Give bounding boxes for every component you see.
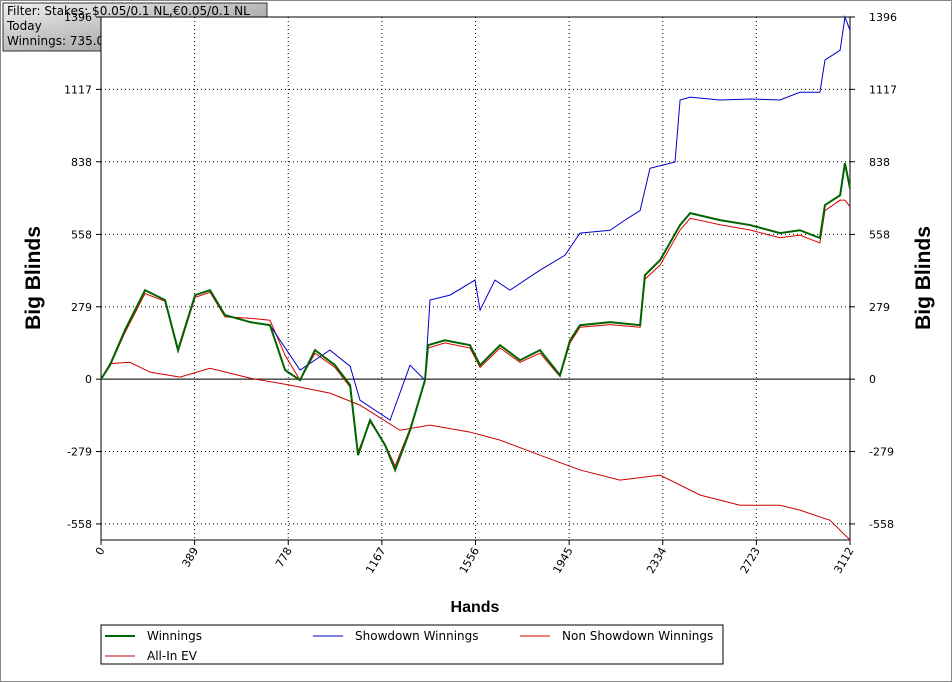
plot-area [100, 16, 851, 541]
x-axis-title: Hands [451, 599, 500, 616]
y2-tick-label: 558 [869, 228, 890, 241]
series-line [100, 361, 851, 541]
y2-axis-title: Big Blinds [912, 226, 935, 330]
y2-tick-label: -558 [869, 518, 894, 531]
series-line [100, 162, 851, 473]
y-tick-label: 838 [71, 156, 92, 169]
y-tick-label: 558 [71, 228, 92, 241]
legend-label: Showdown Winnings [355, 629, 479, 643]
y-tick-label: -558 [67, 518, 92, 531]
info-text: Today [6, 19, 42, 33]
y-tick-label: -279 [67, 446, 92, 459]
legend-label: All-In EV [147, 649, 198, 663]
y-axis-title: Big Blinds [22, 226, 45, 330]
y2-tick-label: -279 [869, 446, 894, 459]
y-tick-label: 1396 [64, 11, 92, 24]
y2-tick-label: 1396 [869, 11, 897, 24]
legend-label: Non Showdown Winnings [562, 629, 713, 643]
y-tick-label: 0 [85, 373, 92, 386]
y2-tick-label: 1117 [869, 83, 897, 96]
y2-tick-label: 279 [869, 301, 890, 314]
legend-label: Winnings [147, 629, 202, 643]
y2-tick-label: 0 [869, 373, 876, 386]
y-tick-label: 279 [71, 301, 92, 314]
y-tick-label: 1117 [64, 83, 92, 96]
legend [100, 624, 724, 665]
y2-tick-label: 838 [869, 156, 890, 169]
info-text: Filter: Stakes: $0.05/0.1 NL,€0.05/0.1 N… [7, 4, 250, 18]
